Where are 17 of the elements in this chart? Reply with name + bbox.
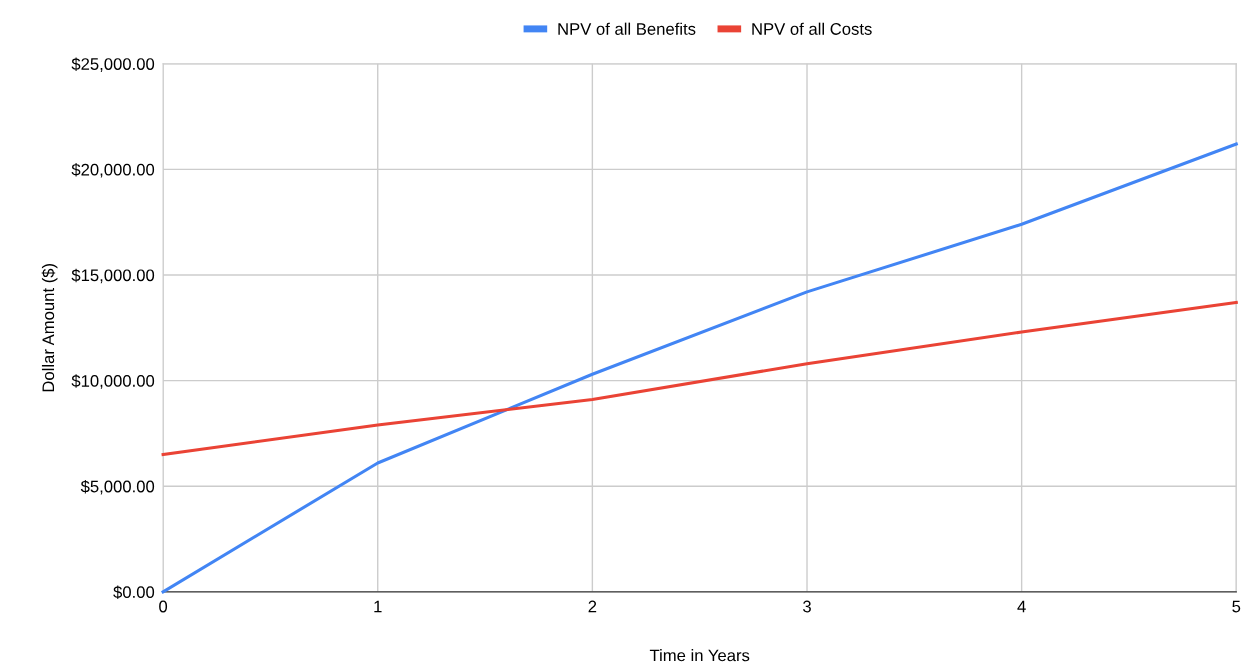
x-tick-label: 2 bbox=[588, 600, 597, 613]
y-tick-label: $20,000.00 bbox=[71, 163, 155, 178]
y-tick-label: $5,000.00 bbox=[80, 479, 155, 495]
x-tick-label: 1 bbox=[374, 600, 382, 613]
x-tick-label: 0 bbox=[159, 600, 168, 613]
y-tick-label: $10,000.00 bbox=[71, 374, 155, 389]
line-series bbox=[161, 300, 1238, 457]
x-tick-label: 4 bbox=[1017, 600, 1026, 613]
y-axis-title: Dollar Amount ($) bbox=[41, 263, 58, 392]
legend-label: NPV of all Costs bbox=[752, 22, 872, 35]
y-tick-label: $25,000.00 bbox=[71, 57, 155, 72]
x-tick-label: 3 bbox=[803, 600, 811, 613]
x-tick-label: 5 bbox=[1232, 600, 1241, 613]
legend-label: NPV of all Benefits bbox=[558, 22, 696, 35]
y-tick-label: $0.00 bbox=[113, 585, 155, 600]
x-axis-title: Time in Years bbox=[649, 649, 750, 662]
y-tick-label: $15,000.00 bbox=[71, 268, 155, 284]
